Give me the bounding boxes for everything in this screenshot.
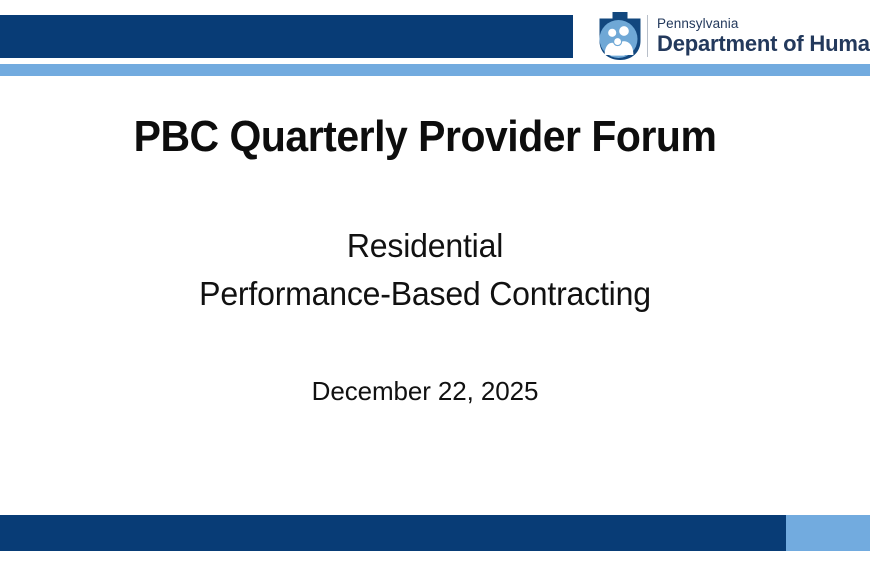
subtitle-line-2: Performance-Based Contracting: [199, 275, 651, 312]
pa-keystone-family-icon: [597, 10, 643, 62]
logo-wordmark: Pennsylvania Department of Human Se: [657, 16, 870, 56]
bottom-light-blue-accent-bar: [786, 515, 870, 551]
slide-subtitle: Residential Performance-Based Contractin…: [0, 222, 850, 318]
pa-dhs-logo: Pennsylvania Department of Human Se: [597, 8, 870, 64]
page-title: PBC Quarterly Provider Forum: [133, 112, 717, 161]
subtitle-line-1: Residential: [346, 227, 504, 264]
bottom-navy-accent-bar: [0, 515, 786, 551]
slide-date: December 22, 2025: [311, 376, 539, 406]
logo-divider: [647, 15, 648, 57]
top-navy-accent-bar: [0, 15, 573, 58]
logo-agency-state: Pennsylvania: [657, 16, 739, 31]
logo-agency-department: Department of Human Se: [657, 31, 870, 56]
top-light-blue-accent-bar: [0, 64, 870, 76]
